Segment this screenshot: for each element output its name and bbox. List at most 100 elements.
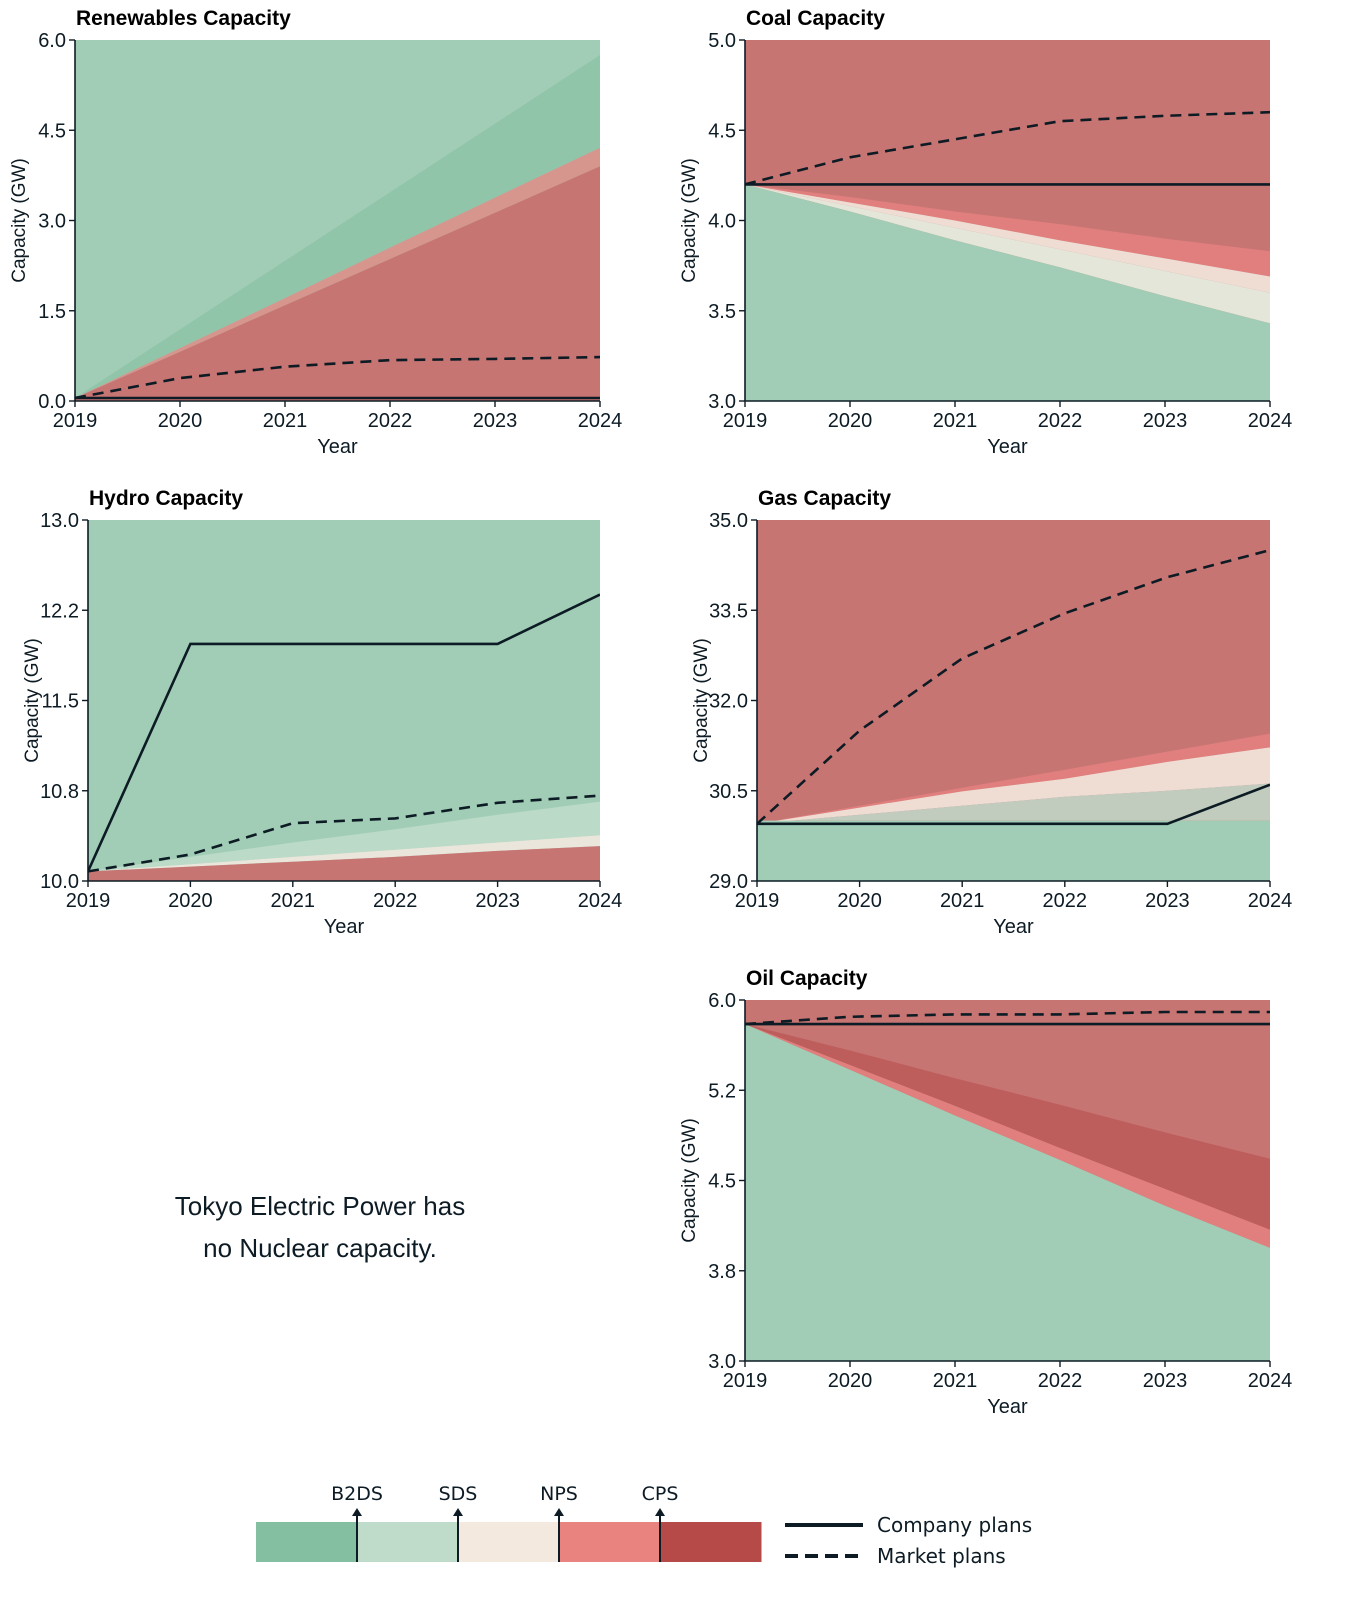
scenario-band-cps_dark — [745, 1024, 1270, 1230]
scenario-band-red — [88, 846, 600, 881]
y-tick-label: 5.2 — [708, 1080, 736, 1102]
x-tick-label: 2020 — [158, 410, 203, 432]
x-tick-label: 2023 — [1143, 1370, 1188, 1392]
x-axis-label: Year — [993, 916, 1034, 938]
legend-scenario-label: SDS — [439, 1483, 478, 1505]
market-plans-line — [75, 355, 600, 400]
nuclear-note: Tokyo Electric Power has no Nuclear capa… — [120, 1185, 520, 1269]
x-tick-label: 2020 — [828, 410, 873, 432]
legend-swatch — [256, 1522, 358, 1562]
y-tick-label: 4.5 — [38, 120, 66, 142]
x-tick-label: 2023 — [475, 890, 520, 912]
market-plans-line — [745, 110, 1270, 186]
x-tick-label: 2021 — [263, 410, 308, 432]
y-axis-label: Capacity (GW) — [9, 158, 30, 283]
chart-title: Oil Capacity — [746, 967, 868, 990]
scenario-band-cps_light — [745, 1024, 1270, 1248]
x-tick-label: 2022 — [1043, 890, 1088, 912]
legend-swatch — [559, 1522, 661, 1562]
x-tick-label: 2022 — [373, 890, 418, 912]
x-tick-label: 2019 — [66, 890, 111, 912]
y-tick-label: 1.5 — [38, 301, 66, 323]
x-axis-label: Year — [987, 1396, 1028, 1418]
market-plans-line — [88, 794, 600, 873]
plot-area-hydro — [88, 520, 600, 881]
y-tick-label: 4.5 — [708, 1171, 736, 1193]
y-tick-label: 33.5 — [709, 600, 748, 622]
legend-arrow-head — [554, 1508, 564, 1516]
y-tick-label: 4.0 — [708, 211, 736, 233]
y-tick-label: 0.0 — [38, 391, 66, 413]
x-tick-label: 2023 — [1145, 890, 1190, 912]
y-tick-label: 12.2 — [40, 600, 79, 622]
chart-hydro: 10.0 10.8 11.5 12.2 13.0 2019 2020 2021 2022 2023… — [22, 487, 622, 938]
market-plans-line — [757, 548, 1270, 825]
y-tick-label: 13.0 — [40, 510, 79, 532]
x-tick-label: 2019 — [723, 410, 768, 432]
y-tick-label: 3.0 — [38, 211, 66, 233]
x-tick-label: 2020 — [837, 890, 882, 912]
legend-market-label: Market plans — [877, 1544, 1006, 1568]
x-tick-label: 2023 — [1143, 410, 1188, 432]
x-tick-label: 2022 — [1038, 410, 1083, 432]
x-tick-label: 2019 — [735, 890, 780, 912]
y-tick-label: 10.0 — [40, 871, 79, 893]
x-tick-label: 2021 — [940, 890, 985, 912]
company-plans-line — [757, 783, 1270, 826]
y-tick-label: 4.5 — [708, 120, 736, 142]
plot-area-renewables — [75, 40, 600, 401]
x-tick-label: 2020 — [168, 890, 213, 912]
x-tick-label: 2024 — [578, 410, 623, 432]
chart-title: Coal Capacity — [746, 7, 885, 30]
y-tick-label: 10.8 — [40, 781, 79, 803]
chart-gas: 29.0 30.5 32.0 33.5 35.0 2019 2020 2021 2022 2023… — [691, 487, 1292, 938]
scenario-band-cps_light — [757, 733, 1270, 824]
x-tick-label: 2021 — [933, 410, 978, 432]
x-tick-label: 2021 — [933, 1370, 978, 1392]
y-tick-label: 6.0 — [708, 990, 736, 1012]
x-tick-label: 2020 — [828, 1370, 873, 1392]
y-axis-label: Capacity (GW) — [691, 638, 712, 763]
legend-company-label: Company plans — [877, 1513, 1032, 1537]
scenario-band-green — [745, 1024, 1270, 1361]
chart-coal: 3.0 3.5 4.0 4.5 5.0 2019 2020 2021 2022 2023 2024 C… — [679, 7, 1292, 458]
y-tick-label: 3.5 — [708, 301, 736, 323]
chart-title: Hydro Capacity — [89, 487, 243, 510]
x-axis-label: Year — [317, 436, 358, 458]
legend-scenario-label: CPS — [642, 1483, 679, 1505]
scenario-band-sds — [757, 783, 1270, 824]
market-plans-line — [745, 1010, 1270, 1026]
legend-scenario-label: B2DS — [331, 1483, 383, 1505]
x-tick-label: 2019 — [53, 410, 98, 432]
y-tick-label: 3.0 — [708, 1351, 736, 1373]
y-axis-label: Capacity (GW) — [22, 638, 43, 763]
scenario-band-b2ds_overlay — [75, 55, 600, 398]
chart-title: Gas Capacity — [758, 487, 891, 510]
y-axis-label: Capacity (GW) — [679, 1118, 700, 1243]
plot-area-coal — [745, 40, 1270, 401]
x-tick-label: 2024 — [578, 890, 623, 912]
chart-oil: 3.0 3.8 4.5 5.2 6.0 2019 2020 2021 2022 2023 2024 O… — [679, 967, 1292, 1418]
x-axis-label: Year — [324, 916, 365, 938]
scenario-band-sds — [88, 801, 600, 872]
x-tick-label: 2024 — [1248, 890, 1293, 912]
plot-area-gas — [757, 520, 1270, 881]
y-tick-label: 11.5 — [42, 691, 79, 713]
legend-arrow-head — [453, 1508, 463, 1516]
scenario-band-nps — [745, 184, 1270, 293]
legend-arrow-head — [655, 1508, 665, 1516]
y-tick-label: 5.0 — [708, 30, 736, 52]
y-tick-label: 3.0 — [708, 391, 736, 413]
x-tick-label: 2023 — [473, 410, 518, 432]
legend-arrow-head — [352, 1508, 362, 1516]
x-tick-label: 2019 — [723, 1370, 768, 1392]
y-tick-label: 6.0 — [38, 30, 66, 52]
plot-area-oil — [745, 1000, 1270, 1361]
y-tick-label: 29.0 — [709, 871, 748, 893]
scenario-band-red — [75, 166, 600, 401]
x-tick-label: 2022 — [1038, 1370, 1083, 1392]
y-tick-label: 32.0 — [709, 691, 748, 713]
x-tick-label: 2021 — [271, 890, 316, 912]
nuclear-note-line2: no Nuclear capacity. — [203, 1233, 437, 1263]
